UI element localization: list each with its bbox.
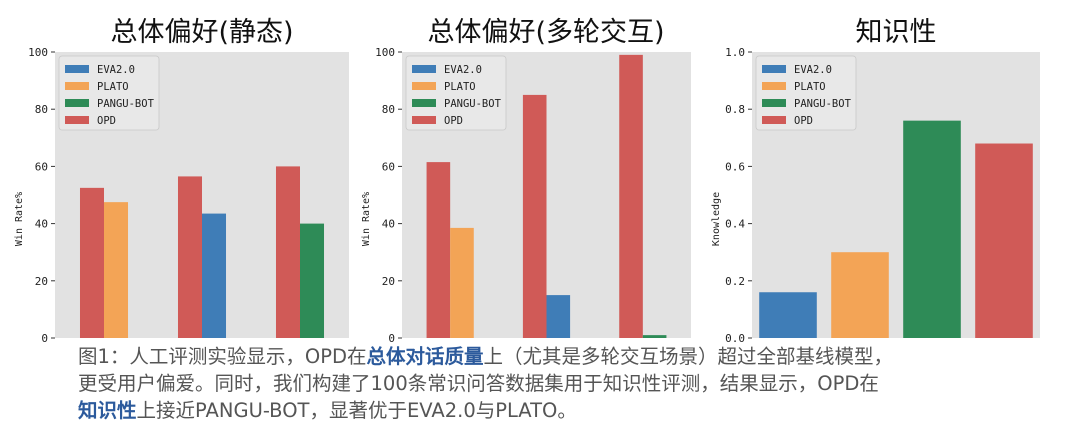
y-tick-label: 60 (382, 160, 395, 173)
y-tick-label: 20 (382, 275, 395, 288)
y-tick-label: 40 (382, 218, 395, 231)
legend: EVA2.0 PLATO PANGU-BOT OPD (405, 55, 507, 131)
bar-pangu-bot-group-3 (642, 335, 667, 338)
legend-label: PANGU-BOT (794, 98, 852, 110)
bar-plato (831, 252, 889, 338)
legend-swatch (65, 65, 89, 73)
y-tick-label: 100 (375, 46, 395, 59)
legend-swatch (762, 99, 786, 107)
legend-label: PLATO (444, 81, 476, 93)
y-tick-label: 0 (41, 332, 48, 345)
chart-title: 总体偏好(多轮交互) (427, 17, 664, 48)
bar-opd-group-1 (79, 187, 104, 338)
y-tick-label: 0.2 (725, 275, 745, 288)
legend-label: PANGU-BOT (444, 98, 502, 110)
legend-swatch (412, 99, 436, 107)
bar-opd-group-3 (619, 54, 643, 339)
bar-pangu-bot-group-3 (300, 223, 325, 338)
bar-opd-group-1 (426, 162, 451, 338)
legend-box (405, 55, 507, 131)
chart-title: 知识性 (856, 17, 937, 48)
legend-box (755, 55, 857, 131)
chart-panel-1: 总体偏好(静态) 0 20 40 60 80 100 Win Rate% EVA2.0 PLATO… (14, 17, 349, 345)
chart-title: 总体偏好(静态) (110, 17, 293, 48)
legend-label: EVA2.0 (444, 64, 482, 76)
y-axis-label: Win Rate% (14, 192, 25, 246)
legend: EVA2.0 PLATO PANGU-BOT OPD (58, 55, 160, 131)
caption-line: 知识性上接近PANGU-BOT，显著优于EVA2.0与PLATO。 (78, 397, 1068, 424)
chart-panel-2: 总体偏好(多轮交互) 0 20 40 60 80 100 Win Rate% EVA2.0 PLA… (361, 17, 691, 345)
caption-highlight: 知识性 (78, 399, 137, 422)
legend-label: OPD (794, 115, 813, 127)
y-tick-label: 40 (35, 218, 48, 231)
legend-swatch (412, 65, 436, 73)
bar-pangu-bot (903, 120, 961, 338)
y-tick-label: 0.0 (725, 332, 745, 345)
chart-panel-3: 知识性 0.0 0.2 0.4 0.6 0.8 1.0 Knowledge EVA2.0 PLAT… (711, 17, 1040, 345)
y-tick-label: 0.6 (725, 160, 745, 173)
caption-highlight: 总体对话质量 (366, 345, 484, 368)
y-tick-label: 100 (28, 46, 48, 59)
legend-label: EVA2.0 (794, 64, 832, 76)
caption-text: 更受用户偏爱。同时，我们构建了100条常识问答数据集用于知识性评测，结果显示，O… (78, 372, 879, 395)
bar-opd (975, 143, 1033, 338)
bar-eva2-0-group-2 (546, 295, 571, 338)
legend-swatch (65, 82, 89, 90)
legend-label: PLATO (794, 81, 826, 93)
legend-swatch (65, 99, 89, 107)
legend: EVA2.0 PLATO PANGU-BOT OPD (755, 55, 857, 131)
bar-opd-group-2 (177, 176, 202, 338)
legend-swatch (762, 82, 786, 90)
caption-text: 上接近PANGU-BOT，显著优于EVA2.0与PLATO。 (136, 399, 577, 422)
bar-opd-group-2 (522, 94, 547, 339)
legend-swatch (412, 82, 436, 90)
legend-swatch (65, 116, 89, 124)
legend-swatch (762, 65, 786, 73)
legend-swatch (412, 116, 436, 124)
bar-eva2-0 (759, 292, 817, 338)
y-tick-label: 1.0 (725, 46, 745, 59)
caption-line: 图1：人工评测实验显示，OPD在总体对话质量上（尤其是多轮交互场景）超过全部基线… (78, 343, 1068, 370)
legend-label: PLATO (97, 81, 129, 93)
legend-label: OPD (97, 115, 116, 127)
legend-label: EVA2.0 (97, 64, 135, 76)
legend-box (58, 55, 160, 131)
y-tick-label: 60 (35, 160, 48, 173)
bar-opd-group-3 (275, 166, 300, 338)
legend-label: OPD (444, 115, 463, 127)
y-tick-label: 20 (35, 275, 48, 288)
legend-swatch (762, 116, 786, 124)
y-tick-label: 0.4 (725, 218, 745, 231)
y-tick-label: 80 (382, 103, 395, 116)
charts-figure: 总体偏好(静态) 0 20 40 60 80 100 Win Rate% EVA2.0 PLATO… (14, 17, 1040, 345)
y-axis-label: Win Rate% (361, 192, 372, 246)
bar-plato-group-1 (104, 202, 129, 338)
y-tick-label: 0.8 (725, 103, 745, 116)
y-axis-label: Knowledge (711, 192, 722, 246)
legend-label: PANGU-BOT (97, 98, 155, 110)
bar-plato-group-1 (450, 227, 474, 338)
caption-line: 更受用户偏爱。同时，我们构建了100条常识问答数据集用于知识性评测，结果显示，O… (78, 370, 1068, 397)
caption-text: 上（尤其是多轮交互场景）超过全部基线模型， (483, 345, 894, 368)
caption-text: 图1：人工评测实验显示，OPD在 (78, 345, 367, 368)
y-tick-label: 80 (35, 103, 48, 116)
figure-caption: 图1：人工评测实验显示，OPD在总体对话质量上（尤其是多轮交互场景）超过全部基线… (78, 343, 1068, 424)
bar-eva2-0-group-2 (202, 213, 227, 338)
y-tick-label: 0 (388, 332, 395, 345)
